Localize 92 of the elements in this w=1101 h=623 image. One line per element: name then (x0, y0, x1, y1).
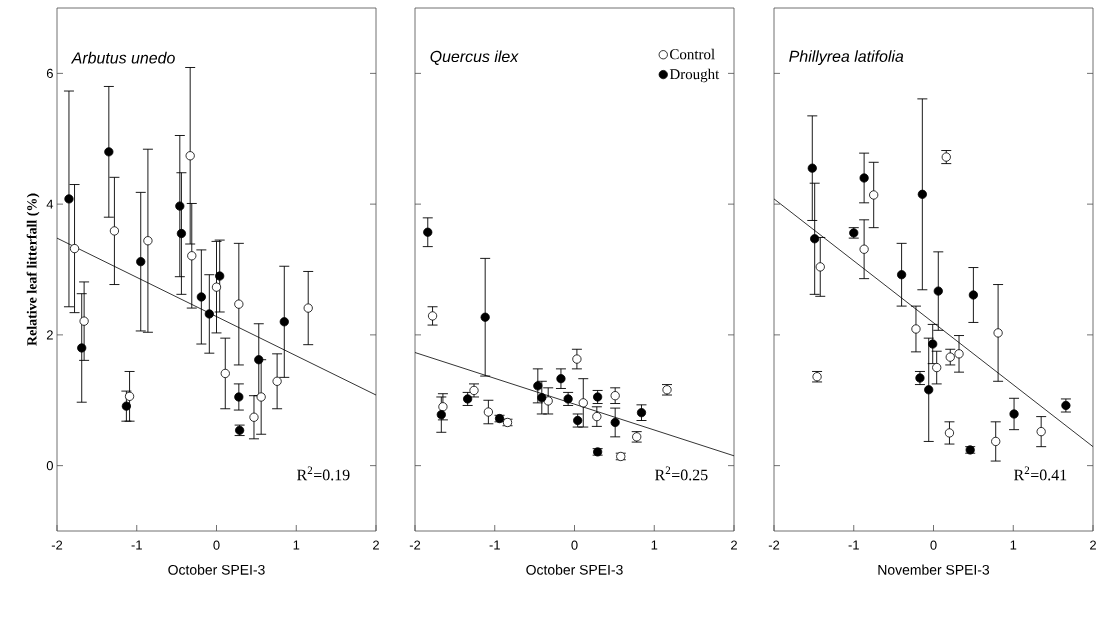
x-tick-label: -2 (768, 540, 780, 550)
x-tick-label: 0 (571, 540, 578, 550)
x-tick-label: 2 (1090, 540, 1096, 550)
point (533, 381, 543, 391)
point (303, 303, 313, 313)
text: Quercus ilex (430, 50, 519, 65)
annotation: R$^{2}$=0.19 (297, 466, 350, 481)
point (121, 401, 131, 411)
point (592, 411, 602, 422)
x-axis-title: November SPEI-3 (878, 564, 990, 575)
point (993, 328, 1003, 338)
x-tick-label: 2 (731, 540, 737, 550)
point (897, 270, 907, 280)
point (185, 151, 195, 161)
point (175, 201, 185, 211)
x-tick-label: 1 (651, 540, 658, 550)
point (924, 385, 934, 395)
point (436, 410, 446, 420)
x-tick-label: -1 (131, 540, 142, 550)
point (859, 173, 869, 183)
point (438, 402, 448, 412)
point (220, 368, 230, 379)
point (79, 316, 89, 326)
point (917, 189, 927, 199)
point (204, 309, 214, 319)
point (136, 257, 146, 267)
point (77, 343, 87, 353)
point (196, 292, 206, 302)
x-tick-label: -2 (409, 540, 421, 550)
point (991, 436, 1001, 447)
text: Phillyrea latifolia (789, 50, 904, 66)
point (944, 428, 955, 438)
point (143, 236, 153, 246)
point (945, 352, 955, 362)
point (807, 163, 817, 173)
point (869, 190, 879, 200)
point (109, 226, 120, 236)
point (480, 312, 490, 322)
point (859, 244, 869, 254)
y-tick-label: 6 (46, 68, 53, 78)
point (911, 324, 921, 334)
point (610, 417, 620, 428)
point (556, 374, 566, 384)
point (933, 286, 943, 296)
point (187, 251, 197, 261)
y-tick-label: 2 (46, 330, 53, 340)
legend-label: Control (670, 48, 715, 60)
point (234, 392, 244, 402)
x-tick-label: -1 (489, 540, 500, 550)
x-tick-label: -1 (848, 540, 859, 550)
point (636, 408, 647, 418)
x-tick-label: 1 (1010, 540, 1017, 550)
point (427, 311, 438, 321)
x-axis-title: October SPEI-3 (526, 564, 623, 575)
point (234, 299, 244, 309)
point (104, 147, 114, 157)
point (249, 412, 259, 422)
point (483, 407, 493, 417)
x-tick-label: 2 (373, 540, 379, 550)
annotation: R$^{2}$=0.25 (655, 466, 708, 481)
point (578, 398, 588, 408)
x-tick-label: 1 (293, 540, 300, 550)
annotation: R$^{2}$=0.41 (1014, 466, 1067, 481)
point (810, 234, 820, 244)
point (176, 228, 187, 239)
point (954, 349, 964, 359)
text: Arbutus unedo (70, 51, 175, 64)
point (279, 317, 289, 327)
y-tick-label: 0 (46, 461, 53, 471)
point (124, 391, 135, 401)
x-axis-title: October SPEI-3 (168, 564, 265, 575)
point (64, 194, 74, 204)
point (272, 376, 282, 386)
x-tick-label: 0 (213, 540, 220, 550)
point (423, 227, 433, 237)
y-tick-label: 4 (46, 199, 54, 209)
point (211, 282, 222, 292)
point (69, 243, 80, 254)
x-tick-label: 0 (930, 540, 937, 550)
point (537, 393, 547, 403)
point (932, 362, 942, 373)
point (1036, 427, 1046, 437)
point (815, 262, 825, 272)
legend-label: Drought (669, 68, 720, 83)
point (968, 290, 978, 300)
point (1009, 409, 1019, 419)
y-axis-title: Relative leaf litterfall (%) (26, 193, 40, 346)
point (928, 339, 938, 349)
point (215, 271, 225, 281)
x-tick-label: -2 (51, 540, 63, 550)
point (610, 391, 620, 401)
point (572, 354, 582, 364)
